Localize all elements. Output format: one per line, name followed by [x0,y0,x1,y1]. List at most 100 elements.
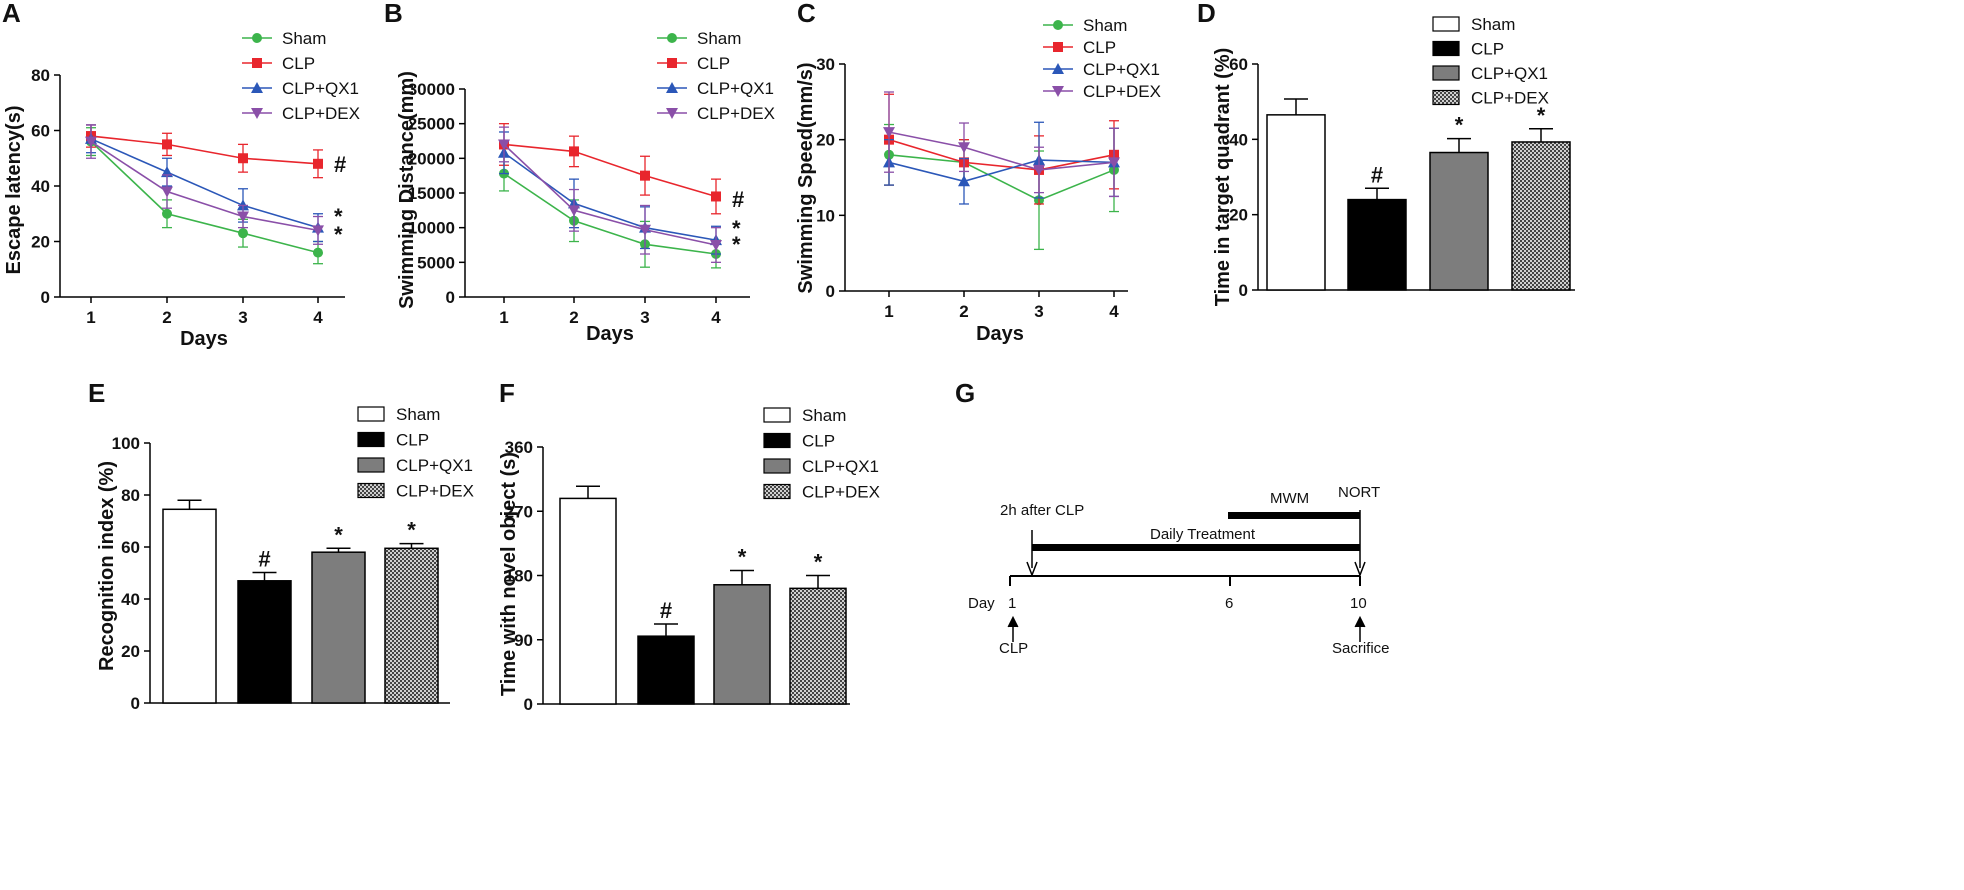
panel-letter-e: E [88,378,105,408]
panel-e-y-axis-title: Recognition index (%) [96,461,118,671]
panel-c-line-clp-dex [888,131,1115,171]
panel-e-y-tick-label: 40 [121,590,140,609]
panel-a-x-tick-label: 1 [86,308,95,327]
panel-c-legend-marker-clp-dex [1052,86,1064,97]
panel-f-bar-clp-dex [789,587,847,705]
panel-letter-g: G [955,378,975,408]
panel-a-legend-marker-sham [252,33,262,43]
panel-b-point-clp-dex [639,224,651,236]
panel-a-line-sham [90,141,319,254]
panel-e-legend-label-sham: Sham [396,405,440,424]
panel-f-significance-mark-clp-qx1: * [738,545,747,570]
panel-f-legend-label-clp: CLP [802,432,835,451]
panel-c-x-tick-label: 3 [1034,302,1043,321]
panel-c-x-axis-title: Days [976,323,1024,345]
panel-a-y-tick-label: 20 [31,233,50,252]
panel-a-y-tick-label: 40 [31,177,50,196]
label-day: Day [968,595,995,612]
panel-f-legend-swatch-clp-qx1 [763,458,791,474]
panel-e-y-tick-label: 0 [131,694,140,713]
panel-b-legend-label-sham: Sham [697,29,741,48]
panel-d-y-tick-label: 20 [1229,206,1248,225]
panel-a-line-clp [90,135,319,165]
panel-a-point-clp-dex [85,136,97,148]
panel-a-point-clp [313,158,323,169]
daily-treatment-bar [1032,544,1360,551]
panel-a-y-tick-label: 0 [41,288,50,307]
panel-d-legend-label-clp-dex: CLP+DEX [1471,89,1549,108]
panel-b-x-tick-label: 4 [711,308,721,327]
panel-letter-a: A [2,0,21,28]
panel-a-x-tick-label: 2 [162,308,171,327]
panel-a-legend-label-clp: CLP [282,54,315,73]
panel-c-point-clp-dex [883,127,895,139]
panel-a-significance-mark: * [334,222,343,247]
panel-g-timeline: 2h after CLP MWM NORT Daily Treatment Da… [968,484,1390,657]
panel-a-line-clp-dex [90,140,319,232]
panel-b-y-tick-label: 10000 [408,219,455,238]
panel-e-y-tick-label: 80 [121,486,140,505]
panel-b-y-tick-label: 30000 [408,80,455,99]
panel-letter-b: B [384,0,403,28]
panel-b-significance-mark: * [732,232,741,257]
panel-a-point-clp-dex [161,186,173,198]
panel-c-line-sham [888,154,1115,202]
label-clp: CLP [999,640,1028,657]
panel-b-y-tick-label: 20000 [408,149,455,168]
panel-e-bar-clp-qx1 [311,551,366,704]
panel-e-bar-clp [237,580,292,704]
panel-b-y-tick-label: 25000 [408,115,455,134]
panel-c-y-tick-label: 20 [816,131,835,150]
panel-a-line-clp-qx1 [90,138,319,229]
panel-b-legend-label-clp: CLP [697,54,730,73]
panel-a-point-clp [238,153,248,164]
panel-c-legend-label-clp: CLP [1083,38,1116,57]
panel-c-x-tick-label: 2 [959,302,968,321]
panel-d-legend-swatch-clp [1432,40,1460,57]
arrow-sacrifice-head [1354,615,1366,628]
panel-d-legend-label-clp-qx1: CLP+QX1 [1471,64,1548,83]
panel-letter-c: C [797,0,816,28]
mwm-bar [1228,512,1360,519]
panel-e-legend-swatch-clp-qx1 [357,457,385,473]
panel-b-x-axis-title: Days [586,323,634,345]
arrow-nort-head [1354,561,1366,578]
panel-a-legend-label-clp-qx1: CLP+QX1 [282,79,359,98]
panel-c-line-clp-qx1 [888,159,1115,183]
panel-e-significance-mark-clp-qx1: * [334,522,343,547]
panel-a-significance-mark: # [334,152,346,177]
panel-a-legend-marker-clp-qx1 [251,82,263,93]
panel-f-bar-clp-qx1 [713,584,771,705]
panel-c-legend-marker-clp [1053,42,1063,52]
panel-b-line-clp [503,143,717,198]
panel-f-y-tick-label: 90 [514,631,533,650]
panel-b-legend-marker-sham [667,33,677,43]
panel-b-y-tick-label: 15000 [408,184,455,203]
label-2h-after-clp: 2h after CLP [1000,502,1084,519]
panel-c-legend-marker-sham [1053,20,1063,30]
panel-f-y-tick-label: 360 [505,438,533,457]
panel-c-line-clp [888,138,1115,171]
panel-f-legend-swatch-clp [763,432,791,449]
panel-d-legend-swatch-sham [1432,16,1460,32]
panel-c-y-tick-label: 10 [816,206,835,225]
panel-d-legend-swatch-clp-dex [1432,89,1460,106]
panel-a-point-clp [162,139,172,150]
panel-d-bar-sham [1266,114,1326,291]
panel-a-y-axis-title: Escape latency(s) [3,106,25,275]
panel-e-legend-label-clp: CLP [396,431,429,450]
panel-b-x-tick-label: 2 [569,308,578,327]
panel-c-legend-label-sham: Sham [1083,16,1127,35]
panel-d-significance-mark-clp: # [1371,162,1383,187]
arrow-clp-head [1007,615,1019,628]
label-daily-treatment: Daily Treatment [1150,526,1256,543]
panel-b-y-tick-label: 5000 [417,253,455,272]
panel-b-point-clp [640,170,650,181]
panel-f-y-tick-label: 270 [505,502,533,521]
panel-c-legend-label-clp-qx1: CLP+QX1 [1083,60,1160,79]
panel-b-point-clp [711,191,721,202]
